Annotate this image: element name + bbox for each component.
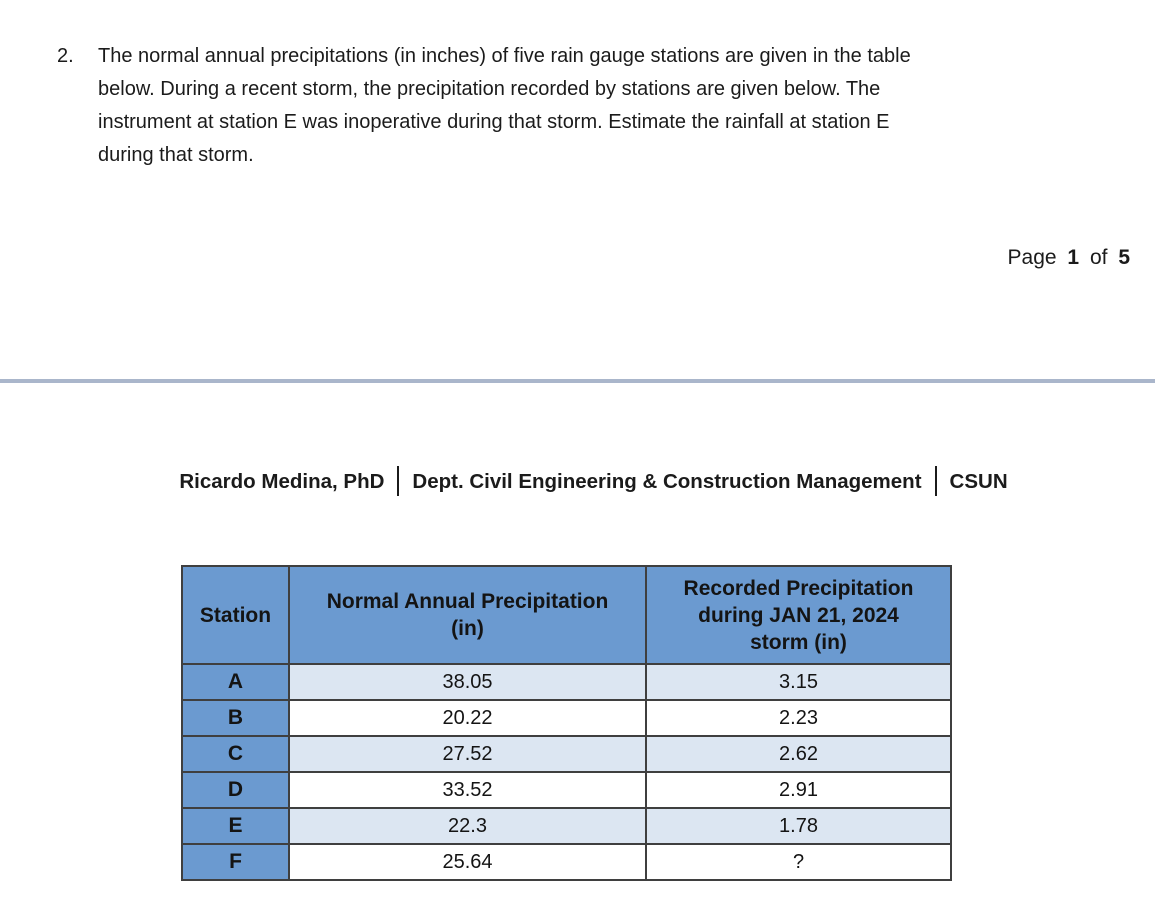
- station-cell: D: [181, 771, 290, 809]
- problem-text-line: below. During a recent storm, the precip…: [98, 78, 881, 100]
- normal-precip-cell: 20.22: [288, 699, 647, 737]
- institution-name: CSUN: [949, 470, 1008, 493]
- header-line: Normal Annual Precipitation: [326, 590, 609, 613]
- table-row-station-e: E 22.3 1.78: [181, 807, 952, 845]
- header-line: storm (in): [750, 630, 847, 654]
- problem-text-line: during that storm.: [98, 144, 254, 166]
- recorded-precip-cell: 2.23: [645, 699, 952, 737]
- table-row-station-d: D 33.52 2.91: [181, 771, 952, 809]
- header-line: (in): [451, 617, 484, 640]
- separator-bar: [397, 466, 400, 496]
- page-total-number: 5: [1118, 246, 1130, 269]
- problem-number: 2.: [57, 45, 74, 67]
- page-word: Page: [1007, 246, 1057, 269]
- station-cell: B: [181, 699, 290, 737]
- section-divider-rule: [0, 379, 1155, 383]
- problem-text-line: instrument at station E was inoperative …: [98, 111, 890, 133]
- problem-text: The normal annual precipitations (in inc…: [98, 40, 911, 172]
- page-current-number: 1: [1067, 246, 1080, 269]
- station-cell: F: [181, 843, 290, 881]
- normal-precip-cell: 33.52: [288, 771, 647, 809]
- station-cell: E: [181, 807, 290, 845]
- recorded-precip-cell: 2.91: [645, 771, 952, 809]
- table-row-station-a: A 38.05 3.15: [181, 663, 952, 701]
- normal-precip-cell: 25.64: [288, 843, 647, 881]
- normal-precip-cell: 27.52: [288, 735, 647, 773]
- problem-text-line: The normal annual precipitations (in inc…: [98, 45, 911, 67]
- recorded-precip-cell: 1.78: [645, 807, 952, 845]
- recorded-precip-column-header: Recorded Precipitation during JAN 21, 20…: [645, 565, 952, 665]
- station-cell: C: [181, 735, 290, 773]
- page-indicator: Page 1 of 5: [1008, 246, 1130, 270]
- station-cell: A: [181, 663, 290, 701]
- page-of-word: of: [1089, 246, 1108, 269]
- normal-precip-column-header: Normal Annual Precipitation (in): [288, 565, 647, 665]
- table-header-row: Station Normal Annual Precipitation (in)…: [181, 565, 952, 665]
- table-row-station-f: F 25.64 ?: [181, 843, 952, 881]
- recorded-precip-cell: 2.62: [645, 735, 952, 773]
- normal-precip-cell: 38.05: [288, 663, 647, 701]
- department-name: Dept. Civil Engineering & Construction M…: [412, 470, 922, 493]
- separator-bar: [934, 466, 937, 496]
- problem-statement: 2. The normal annual precipitations (in …: [57, 40, 1132, 172]
- normal-precip-cell: 22.3: [288, 807, 647, 845]
- table-row-station-c: C 27.52 2.62: [181, 735, 952, 773]
- precipitation-table: Station Normal Annual Precipitation (in)…: [181, 565, 952, 881]
- table-row-station-b: B 20.22 2.23: [181, 699, 952, 737]
- recorded-precip-cell: 3.15: [645, 663, 952, 701]
- station-column-header: Station: [181, 565, 290, 665]
- author-name: Ricardo Medina, PhD: [179, 470, 385, 493]
- header-line: Recorded Precipitation: [683, 576, 914, 600]
- header-line: during JAN 21, 2024: [698, 603, 899, 627]
- credit-line: Ricardo Medina, PhD Dept. Civil Engineeri…: [16, 466, 1155, 496]
- recorded-precip-cell: ?: [645, 843, 952, 881]
